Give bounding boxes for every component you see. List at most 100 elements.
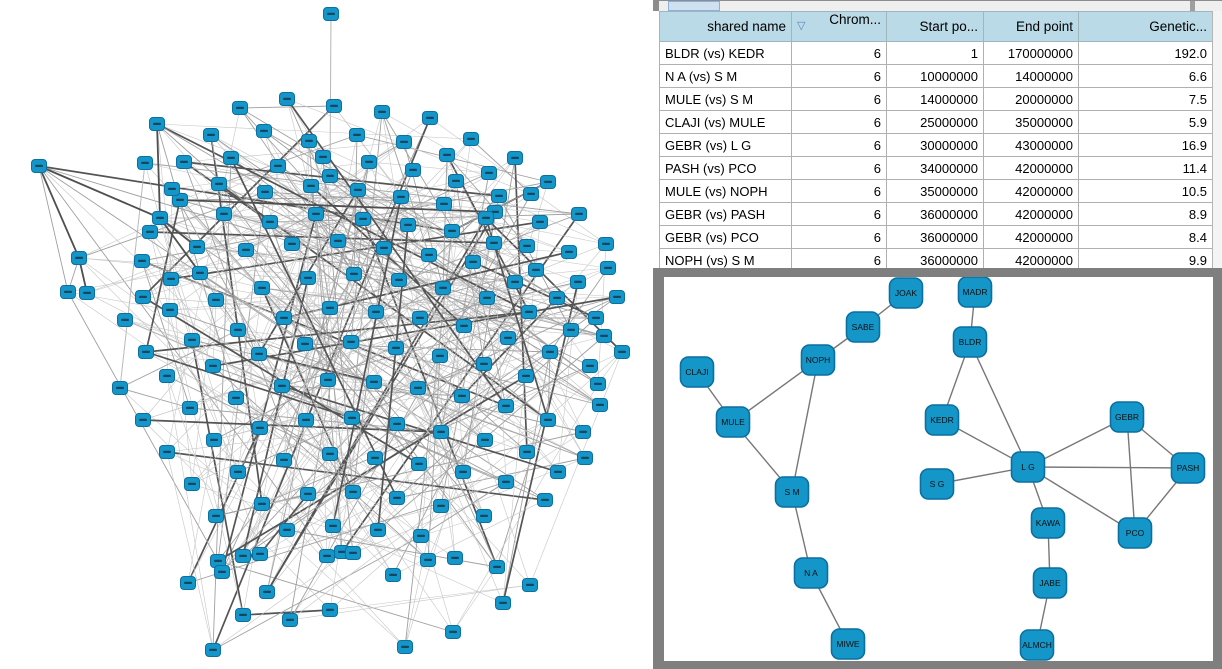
horizontal-scrollbar-thumb[interactable] (668, 1, 720, 11)
network-edge[interactable] (213, 335, 605, 441)
network-edge[interactable] (502, 351, 551, 604)
network-edge[interactable] (322, 156, 354, 493)
network-node[interactable]: S M (774, 476, 810, 508)
network-edge[interactable] (210, 134, 263, 505)
network-edge[interactable] (170, 249, 247, 280)
network-node[interactable]: ALMCH (1019, 629, 1055, 661)
table-row[interactable]: PASH (vs) PCO 6 34000000 42000000 11.4 (659, 156, 1213, 180)
network-edge[interactable] (261, 287, 597, 319)
network-edge[interactable] (156, 123, 472, 140)
network-edge[interactable] (142, 243, 293, 421)
table-row[interactable]: CLAJI (vs) MULE 6 25000000 35000000 5.9 (659, 110, 1213, 134)
network-edge[interactable] (352, 247, 385, 493)
network-edge[interactable] (179, 196, 402, 201)
network-edge[interactable] (791, 359, 819, 493)
network-edge[interactable] (455, 180, 607, 245)
network-edge[interactable] (191, 483, 429, 561)
network-edge[interactable] (283, 140, 310, 461)
network-edge[interactable] (119, 387, 406, 648)
network-edge[interactable] (428, 254, 601, 406)
network-edge[interactable] (286, 387, 419, 531)
network-edge[interactable] (170, 278, 509, 339)
network-edge[interactable] (383, 138, 472, 249)
network-edge[interactable] (307, 277, 549, 421)
network-edge[interactable] (368, 161, 490, 174)
network-edge[interactable] (149, 231, 495, 244)
network-edge[interactable] (332, 419, 549, 527)
network-edge[interactable] (237, 329, 441, 357)
network-edge[interactable] (283, 180, 457, 461)
network-edge[interactable] (239, 107, 312, 187)
network-edge[interactable] (969, 341, 1029, 468)
network-edge[interactable] (38, 165, 328, 557)
network-edge[interactable] (235, 397, 398, 499)
network-edge[interactable] (78, 165, 279, 259)
network-edge[interactable] (217, 560, 454, 633)
network-node[interactable]: MADR (957, 277, 993, 308)
network-edge[interactable] (245, 249, 400, 281)
network-edge[interactable] (396, 317, 597, 499)
network-edge[interactable] (166, 451, 546, 501)
network-edge[interactable] (332, 341, 352, 527)
network-edge[interactable] (1027, 466, 1189, 469)
network-edge[interactable] (156, 123, 530, 313)
network-edge[interactable] (407, 157, 516, 226)
network-edge[interactable] (212, 535, 422, 651)
network-edge[interactable] (420, 481, 507, 537)
network-edge[interactable] (166, 375, 331, 455)
network-edge[interactable] (156, 123, 161, 219)
table-row[interactable]: MULE (vs) S M 6 14000000 20000000 7.5 (659, 87, 1213, 111)
network-edge[interactable] (212, 299, 217, 367)
network-node[interactable]: L G (1010, 451, 1046, 483)
network-edge[interactable] (485, 217, 591, 367)
network-edge[interactable] (396, 423, 507, 483)
network-edge[interactable] (210, 134, 527, 377)
network-edge[interactable] (119, 387, 191, 409)
network-edge[interactable] (38, 165, 69, 293)
network-edge[interactable] (223, 189, 359, 215)
network-edge[interactable] (218, 134, 358, 185)
network-edge[interactable] (486, 297, 586, 459)
network-edge[interactable] (281, 385, 463, 397)
network-edge[interactable] (443, 203, 586, 459)
column-header-end-point[interactable]: End point (983, 11, 1079, 42)
large-network-canvas[interactable] (0, 0, 653, 669)
network-node[interactable]: KAWA (1030, 507, 1066, 539)
network-edge[interactable] (38, 165, 80, 259)
network-edge[interactable] (461, 395, 586, 459)
network-edge[interactable] (529, 351, 623, 586)
detail-network-canvas[interactable]: JOAK SABE NOPH CLAJI MULE MADR BLDR KEDR GEBR PAS… (664, 277, 1213, 661)
network-edge[interactable] (505, 351, 623, 407)
network-node[interactable]: NOPH (800, 344, 836, 376)
network-edge[interactable] (171, 188, 400, 281)
network-edge[interactable] (420, 515, 485, 537)
network-edge[interactable] (156, 123, 579, 283)
filter-icon[interactable]: ▽ (797, 20, 806, 32)
network-edge[interactable] (170, 278, 261, 555)
network-edge[interactable] (308, 140, 445, 205)
network-edge[interactable] (377, 335, 605, 531)
horizontal-scrollbar-track[interactable] (659, 1, 1222, 11)
network-edge[interactable] (452, 383, 599, 633)
network-node[interactable]: CLAJI (679, 356, 715, 388)
table-row[interactable]: N A (vs) S M 6 10000000 14000000 6.6 (659, 64, 1213, 88)
network-edge[interactable] (404, 230, 453, 648)
network-node[interactable]: SABE (845, 311, 881, 343)
network-edge[interactable] (191, 213, 225, 485)
network-edge[interactable] (452, 566, 498, 633)
network-edge[interactable] (242, 609, 331, 616)
network-edge[interactable] (263, 130, 558, 299)
network-edge[interactable] (237, 296, 618, 473)
network-edge[interactable] (199, 272, 263, 289)
network-edge[interactable] (142, 240, 339, 298)
network-edge[interactable] (472, 261, 597, 319)
network-edge[interactable] (191, 339, 244, 616)
network-edge[interactable] (141, 260, 285, 319)
network-edge[interactable] (171, 188, 420, 465)
network-edge[interactable] (223, 213, 485, 517)
network-edge[interactable] (230, 157, 572, 331)
network-edge[interactable] (1027, 466, 1136, 534)
network-edge[interactable] (187, 439, 215, 584)
network-edge[interactable] (429, 117, 607, 245)
network-edge[interactable] (156, 123, 464, 473)
